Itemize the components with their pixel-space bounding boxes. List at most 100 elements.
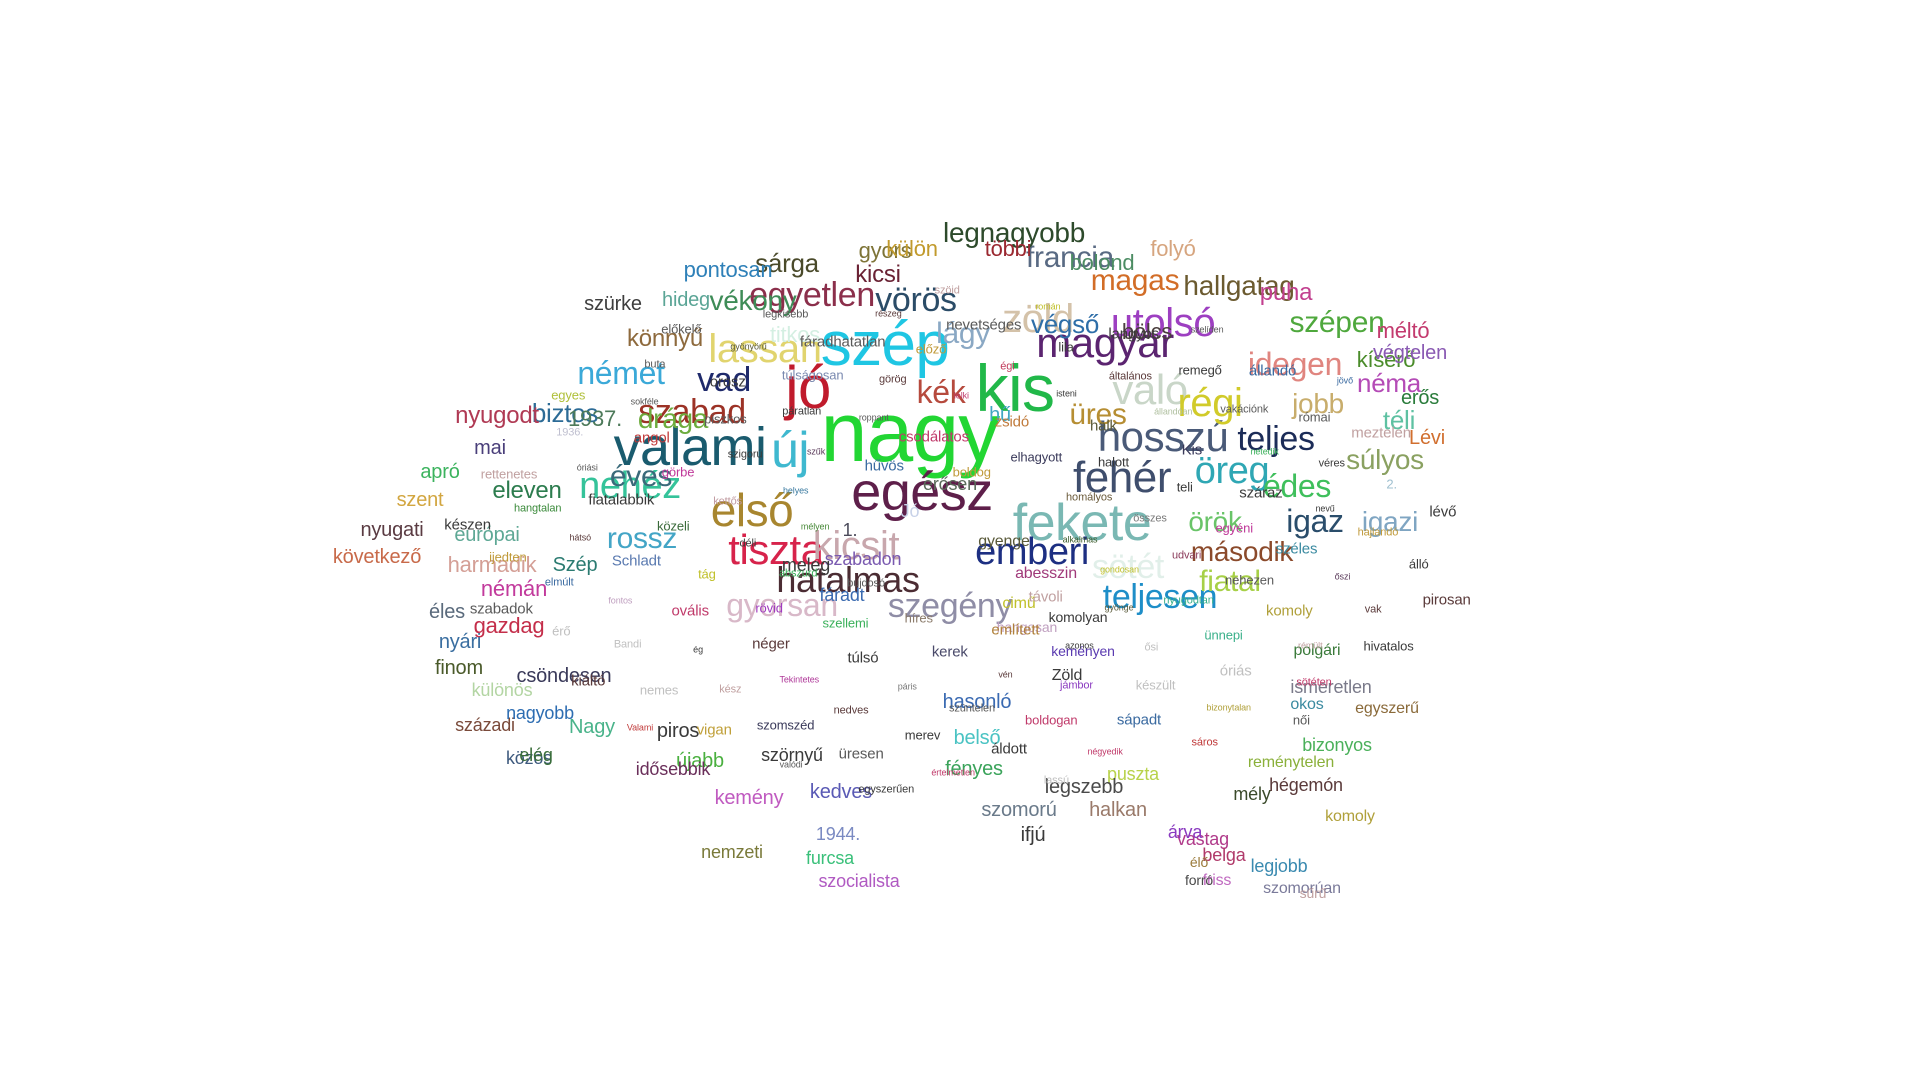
cloud-word: keményen xyxy=(1051,643,1115,659)
cloud-word: finom xyxy=(435,657,483,679)
cloud-word: piszkos xyxy=(704,411,747,427)
cloud-word: szomszéd xyxy=(756,717,815,733)
cloud-word: fiatalabbik xyxy=(588,491,655,509)
cloud-word: elég xyxy=(519,745,553,765)
cloud-word: déli xyxy=(739,537,757,550)
cloud-word: angol xyxy=(633,429,670,447)
cloud-word: végső xyxy=(1030,309,1100,339)
cloud-word: értelmetlen xyxy=(931,767,975,778)
cloud-word: száraz xyxy=(1239,484,1283,502)
cloud-word: szép xyxy=(820,310,950,379)
cloud-word: nyugati xyxy=(360,519,424,541)
cloud-word: könnyű xyxy=(627,325,703,352)
cloud-word: szűk xyxy=(806,446,826,457)
cloud-word: erősen xyxy=(923,474,977,494)
cloud-word: legnagyobb xyxy=(943,217,1085,248)
cloud-word: német xyxy=(577,355,665,391)
cloud-word: fáradt xyxy=(819,585,865,605)
cloud-word: fiatal xyxy=(1199,565,1261,598)
cloud-word: századi xyxy=(455,715,515,735)
cloud-word: néma xyxy=(1357,368,1421,398)
cloud-word: teli xyxy=(1176,479,1193,495)
cloud-word: szocialista xyxy=(818,871,900,891)
cloud-word: rettenetes xyxy=(480,466,538,482)
cloud-word: komolyan xyxy=(1048,609,1108,625)
cloud-word: külön xyxy=(886,236,938,261)
cloud-word: bolond xyxy=(1069,250,1135,275)
cloud-word: zsidó xyxy=(994,413,1030,431)
cloud-word: szigorú xyxy=(727,448,763,461)
cloud-word: rövid xyxy=(755,600,783,616)
cloud-word: ismeretlen xyxy=(1290,677,1372,697)
cloud-word: csöndesen xyxy=(516,665,612,687)
cloud-word: görög xyxy=(878,373,907,386)
cloud-word: igaz xyxy=(1286,503,1344,539)
cloud-word: szörnyű xyxy=(761,745,823,765)
cloud-word: általános xyxy=(1108,370,1152,383)
cloud-word: boldogan xyxy=(1025,712,1078,728)
cloud-word: hátsó xyxy=(569,532,592,543)
cloud-word: jó xyxy=(785,354,831,421)
cloud-word: öreg xyxy=(1194,450,1270,492)
cloud-word: jobb xyxy=(1292,388,1344,419)
cloud-word: francia xyxy=(1026,241,1114,274)
cloud-word: árva xyxy=(1167,822,1203,842)
cloud-word: sűrű xyxy=(1299,885,1327,901)
cloud-word: szöid xyxy=(934,284,960,297)
cloud-word: hégemón xyxy=(1269,775,1343,795)
cloud-word: érő xyxy=(552,623,571,639)
cloud-word: biztos xyxy=(531,398,599,428)
cloud-word: üresen xyxy=(838,745,884,763)
cloud-word: sötét xyxy=(1091,548,1165,586)
cloud-word: halkan xyxy=(1089,799,1147,821)
cloud-word: túlságosan xyxy=(781,367,844,383)
cloud-word: hajlandó xyxy=(1357,526,1399,539)
cloud-word: ifjú xyxy=(1020,824,1046,846)
cloud-word: Jó xyxy=(900,501,920,521)
cloud-word: lassú xyxy=(1043,774,1069,787)
cloud-word: román xyxy=(1035,301,1061,312)
cloud-word: sáros xyxy=(1191,736,1218,749)
cloud-word: egyszerűen xyxy=(858,783,915,796)
cloud-word: komoly xyxy=(1265,602,1313,620)
cloud-word: új xyxy=(771,422,809,478)
cloud-word: részeg xyxy=(875,308,902,319)
cloud-word: állandóan xyxy=(1154,406,1193,417)
cloud-word: mély xyxy=(1233,784,1271,804)
cloud-word: következő xyxy=(332,546,422,568)
cloud-word: eleven xyxy=(492,477,562,504)
cloud-word: hűvös xyxy=(864,457,904,475)
cloud-word: halk xyxy=(1089,417,1117,435)
cloud-word: közös xyxy=(505,748,553,768)
cloud-word: valódi xyxy=(779,759,803,770)
cloud-word: cimű xyxy=(1002,595,1036,612)
cloud-word: hatalmas xyxy=(776,559,920,600)
cloud-word: hideg xyxy=(662,289,710,311)
cloud-word: ősi xyxy=(1144,641,1159,654)
cloud-word: vigan xyxy=(696,721,732,739)
cloud-word: nemzeti xyxy=(701,842,763,862)
cloud-word: nehezen xyxy=(1225,572,1275,588)
cloud-word: lágy xyxy=(936,317,990,350)
cloud-word: Zöld xyxy=(1051,667,1083,684)
cloud-word: Nagy xyxy=(569,716,615,738)
cloud-word: nemes xyxy=(639,682,679,698)
cloud-word: távoli xyxy=(1028,588,1063,606)
cloud-word: vékony xyxy=(709,285,797,316)
cloud-word: csodálatos xyxy=(898,428,969,446)
cloud-word: mai xyxy=(474,437,506,459)
cloud-word: Schladt xyxy=(611,552,661,570)
cloud-word: hivatalos xyxy=(1363,638,1414,654)
cloud-word: Tekintetes xyxy=(779,674,820,685)
cloud-word: puha xyxy=(1259,279,1313,306)
cloud-word: legszebb xyxy=(1044,776,1124,798)
cloud-word: helyes xyxy=(782,485,809,496)
cloud-word: nevű xyxy=(1315,503,1335,514)
cloud-word: kísérő xyxy=(1356,347,1416,372)
cloud-word: előző xyxy=(915,341,947,357)
cloud-word: harmadik xyxy=(447,552,537,577)
cloud-word: fontos xyxy=(608,595,633,606)
cloud-word: végtelen xyxy=(1372,342,1448,364)
cloud-word: való xyxy=(1112,366,1188,413)
cloud-word: abszurd xyxy=(778,567,818,580)
